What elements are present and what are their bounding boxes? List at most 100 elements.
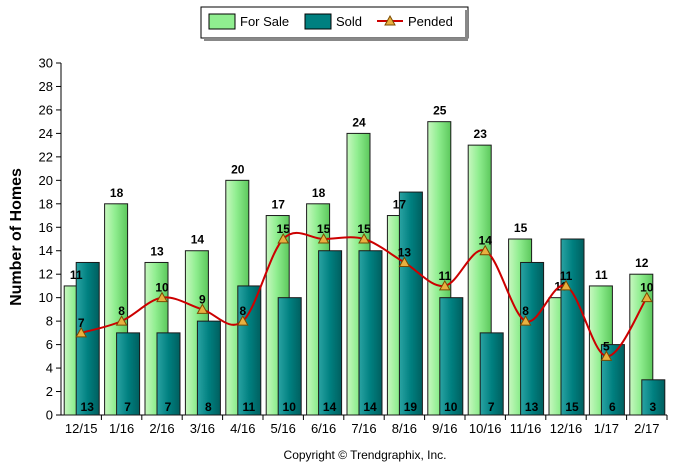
- sold-bar: [398, 191, 423, 416]
- for-sale-value-label: 23: [474, 127, 488, 141]
- x-tick-label: 5/16: [271, 421, 296, 436]
- x-tick-label: 1/16: [109, 421, 134, 436]
- y-tick-label: 16: [39, 220, 53, 235]
- x-tick-label: 2/17: [634, 421, 659, 436]
- pended-point: [640, 291, 653, 303]
- pended-point: [519, 315, 532, 326]
- pended-point: [277, 232, 290, 244]
- x-tick-label: 7/16: [351, 421, 376, 436]
- x-tick-label: 10/16: [469, 421, 502, 436]
- for-sale-value-label: 11: [70, 268, 83, 282]
- y-tick-label: 26: [39, 102, 53, 117]
- pended-value-label: 7: [78, 316, 85, 330]
- y-tick-label: 6: [46, 337, 53, 352]
- y-tick-label: 14: [39, 243, 53, 258]
- for-sale-value-label: 12: [635, 256, 649, 270]
- pended-value-label: 8: [239, 304, 246, 318]
- x-tick-label: 4/16: [230, 421, 255, 436]
- sold-bar: [641, 379, 666, 416]
- legend: For Sale Sold Pended: [200, 6, 469, 41]
- sold-value-label: 7: [165, 400, 172, 414]
- y-tick-label: 8: [46, 314, 53, 329]
- sold-value-label: 14: [323, 400, 337, 414]
- sold-value-label: 13: [525, 400, 539, 414]
- y-tick-label: 18: [39, 196, 53, 211]
- sold-bar: [75, 261, 100, 416]
- pended-value-label: 11: [438, 269, 451, 283]
- legend-marker-pended: [384, 14, 396, 26]
- pended-point: [317, 232, 330, 244]
- sold-value-label: 8: [205, 400, 212, 414]
- sold-bar: [196, 320, 221, 416]
- sold-value-label: 19: [404, 400, 418, 414]
- pended-point: [438, 279, 451, 291]
- sold-bar: [277, 297, 302, 416]
- sold-bar: [318, 250, 343, 416]
- y-tick-label: 0: [46, 408, 53, 423]
- y-tick-label: 2: [46, 384, 53, 399]
- sold-value-label: 10: [444, 400, 458, 414]
- legend-label-for-sale: For Sale: [240, 14, 289, 29]
- y-tick-label: 4: [46, 361, 53, 376]
- y-tick-label: 10: [39, 290, 53, 305]
- sold-value-label: 7: [124, 400, 131, 414]
- pended-value-label: 10: [155, 281, 169, 295]
- for-sale-value-label: 17: [272, 198, 286, 212]
- x-tick-label: 11/16: [510, 421, 542, 436]
- pended-point: [398, 256, 411, 267]
- sold-value-label: 13: [81, 400, 95, 414]
- pended-value-label: 14: [479, 234, 493, 248]
- for-sale-value-label: 11: [595, 268, 608, 282]
- legend-swatch-for-sale: [208, 13, 236, 30]
- sold-value-label: 3: [649, 400, 656, 414]
- legend-swatch-sold: [304, 13, 332, 30]
- pended-point: [358, 232, 370, 244]
- pended-value-label: 11: [560, 269, 573, 283]
- y-tick-label: 22: [39, 149, 53, 164]
- sold-bar: [156, 332, 181, 416]
- pended-point: [75, 326, 88, 338]
- for-sale-value-label: 15: [514, 221, 528, 235]
- for-sale-value-label: 13: [150, 244, 164, 258]
- sold-bar: [560, 238, 585, 416]
- y-tick-label: 24: [39, 126, 53, 141]
- pended-point: [600, 350, 613, 361]
- copyright: Copyright © Trendgraphix, Inc.: [284, 448, 447, 462]
- pended-value-label: 8: [118, 304, 125, 318]
- x-tick-label: 8/16: [392, 421, 417, 436]
- pended-point: [236, 315, 249, 326]
- sold-bar: [520, 261, 545, 416]
- pended-line: [80, 231, 648, 358]
- for-sale-value-label: 18: [110, 186, 124, 200]
- sold-value-label: 14: [363, 400, 377, 414]
- x-tick-label: 1/17: [594, 421, 619, 436]
- for-sale-value-label: 25: [433, 104, 447, 118]
- pended-value-label: 13: [398, 245, 412, 259]
- y-tick-label: 20: [39, 173, 53, 188]
- y-tick-label: 12: [39, 267, 53, 282]
- for-sale-value-label: 18: [312, 186, 326, 200]
- sold-bar: [600, 344, 625, 416]
- y-axis-title: Number of Homes: [8, 168, 25, 306]
- sold-value-label: 6: [609, 400, 616, 414]
- legend-label-pended: Pended: [408, 14, 453, 29]
- pended-value-label: 5: [603, 339, 610, 353]
- sold-bar: [439, 297, 464, 416]
- sold-value-label: 7: [488, 400, 495, 414]
- sold-bar: [116, 332, 141, 416]
- sold-value-label: 11: [242, 400, 255, 414]
- x-tick-label: 3/16: [190, 421, 215, 436]
- for-sale-value-label: 20: [231, 162, 245, 176]
- y-tick-label: 28: [39, 79, 53, 94]
- sold-value-label: 15: [565, 400, 579, 414]
- pended-point: [156, 291, 168, 303]
- x-tick-label: 12/16: [550, 421, 583, 436]
- pended-value-label: 8: [522, 304, 529, 318]
- y-tick-label: 30: [39, 56, 53, 71]
- x-tick-label: 12/15: [65, 421, 98, 436]
- pended-value-label: 9: [199, 292, 206, 306]
- for-sale-value-label: 24: [352, 115, 366, 129]
- pended-point: [196, 303, 209, 314]
- pended-point: [479, 244, 492, 256]
